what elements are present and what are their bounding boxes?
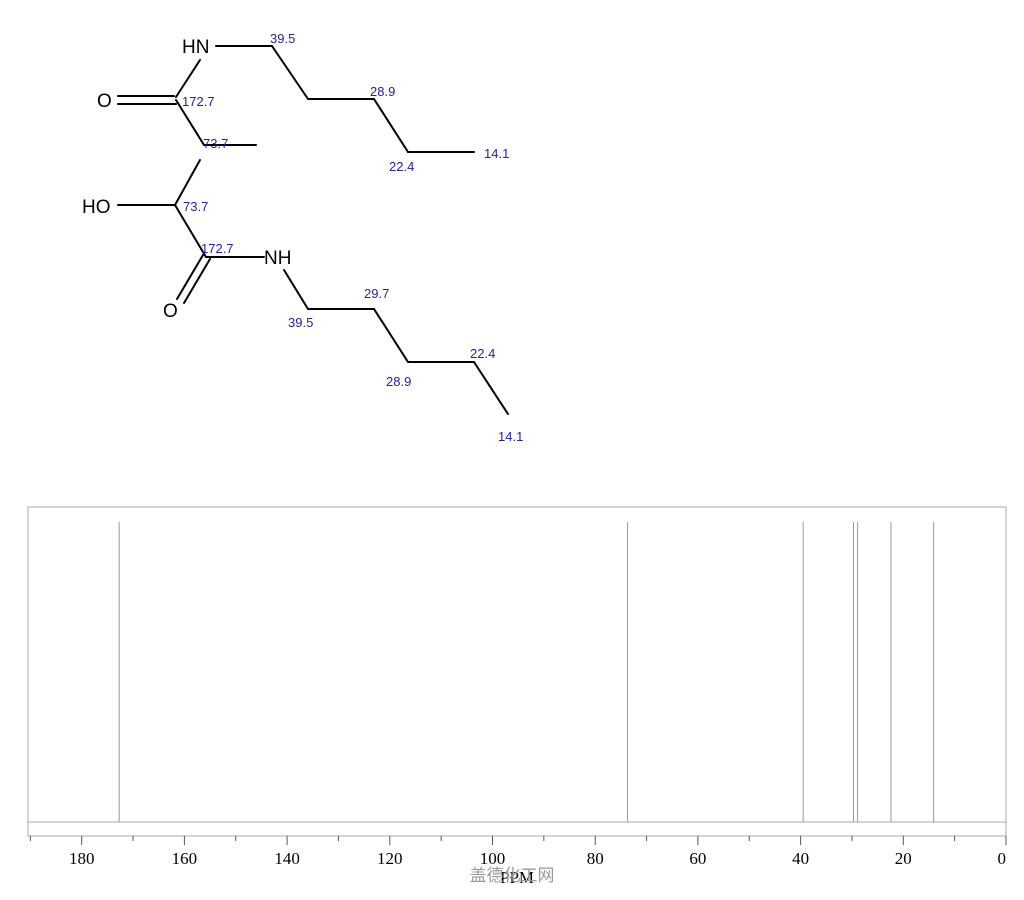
x-tick-label: 160 — [172, 849, 198, 868]
bond — [176, 254, 204, 300]
bond — [373, 98, 409, 153]
watermark: 盖德化工网 — [470, 866, 555, 886]
bond — [175, 59, 201, 98]
bond — [271, 45, 309, 100]
x-tick-label: 40 — [792, 849, 809, 868]
atom-label-ho: HO — [82, 197, 111, 218]
bond — [174, 204, 207, 258]
bond — [283, 269, 309, 310]
shift-label: 172.7 — [182, 94, 215, 109]
bond — [183, 258, 211, 304]
atom-label-nh-bottom: NH — [264, 248, 291, 269]
x-tick-label: 120 — [377, 849, 403, 868]
shift-label: 73.7 — [203, 136, 228, 151]
x-tick-label: 20 — [895, 849, 912, 868]
x-tick-label: 180 — [69, 849, 95, 868]
shift-label: 29.7 — [364, 286, 389, 301]
peak-group — [118, 522, 935, 822]
shift-label: 28.9 — [370, 84, 395, 99]
shift-label: 22.4 — [389, 159, 414, 174]
bond — [174, 159, 201, 206]
molecule-structure: HN O HO NH O 39.5 172.7 73.7 28.9 22.4 1… — [82, 31, 523, 444]
atom-label-hn-top: HN — [182, 37, 209, 58]
shift-label: 73.7 — [183, 199, 208, 214]
x-tick-label: 60 — [689, 849, 706, 868]
tick-group: 180 160 140 120 100 80 60 40 20 0 — [29, 836, 1007, 868]
shift-label: 39.5 — [288, 315, 313, 330]
plot-frame — [27, 506, 1007, 837]
shift-label: 22.4 — [470, 346, 495, 361]
x-axis-label: PPM — [500, 868, 534, 887]
shift-label: 28.9 — [386, 374, 411, 389]
shift-label: 14.1 — [498, 429, 523, 444]
shift-label: 14.1 — [484, 146, 509, 161]
shift-label: 172.7 — [201, 241, 234, 256]
spectrum-chart: 180 160 140 120 100 80 60 40 20 0 PPM 盖德化工网 — [27, 506, 1007, 887]
x-tick-label: 80 — [587, 849, 604, 868]
bond — [373, 308, 409, 363]
x-tick-label: 0 — [998, 849, 1007, 868]
bond-lines — [117, 45, 509, 415]
shift-label: 39.5 — [270, 31, 295, 46]
x-tick-label: 140 — [274, 849, 300, 868]
bond — [473, 361, 509, 415]
bond — [175, 99, 205, 146]
atom-label-o-top: O — [97, 91, 112, 112]
atom-label-o-bottom: O — [163, 301, 178, 322]
x-tick-label: 100 — [480, 849, 506, 868]
